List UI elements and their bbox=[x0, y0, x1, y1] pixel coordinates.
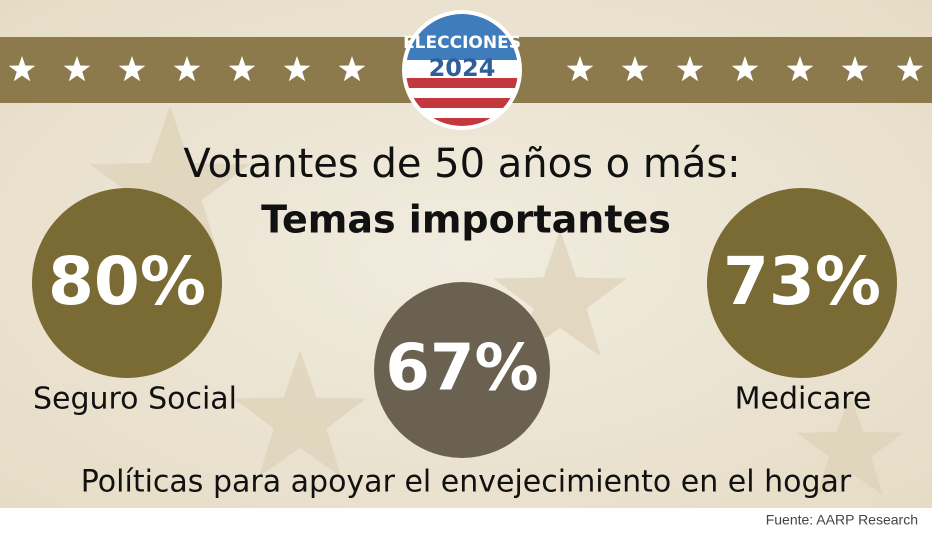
stat-value: 67% bbox=[385, 332, 538, 406]
stat-circle bbox=[707, 188, 897, 378]
badge-top: ELECCIONES bbox=[403, 33, 521, 53]
subtitle: Temas importantes bbox=[261, 198, 671, 242]
stat-value: 73% bbox=[723, 243, 881, 320]
title: Votantes de 50 años o más: bbox=[183, 141, 740, 187]
stat-value: 80% bbox=[48, 243, 206, 320]
source: Fuente: AARP Research bbox=[766, 512, 918, 528]
stat-circle bbox=[374, 282, 550, 458]
badge-year: 2024 bbox=[429, 54, 496, 82]
stat-label: Seguro Social bbox=[33, 382, 237, 417]
stat-label: Políticas para apoyar el envejecimiento … bbox=[81, 465, 852, 500]
stat-circle bbox=[32, 188, 222, 378]
stat-label: Medicare bbox=[735, 382, 872, 417]
badge: ELECCIONES 2024 bbox=[402, 10, 522, 130]
